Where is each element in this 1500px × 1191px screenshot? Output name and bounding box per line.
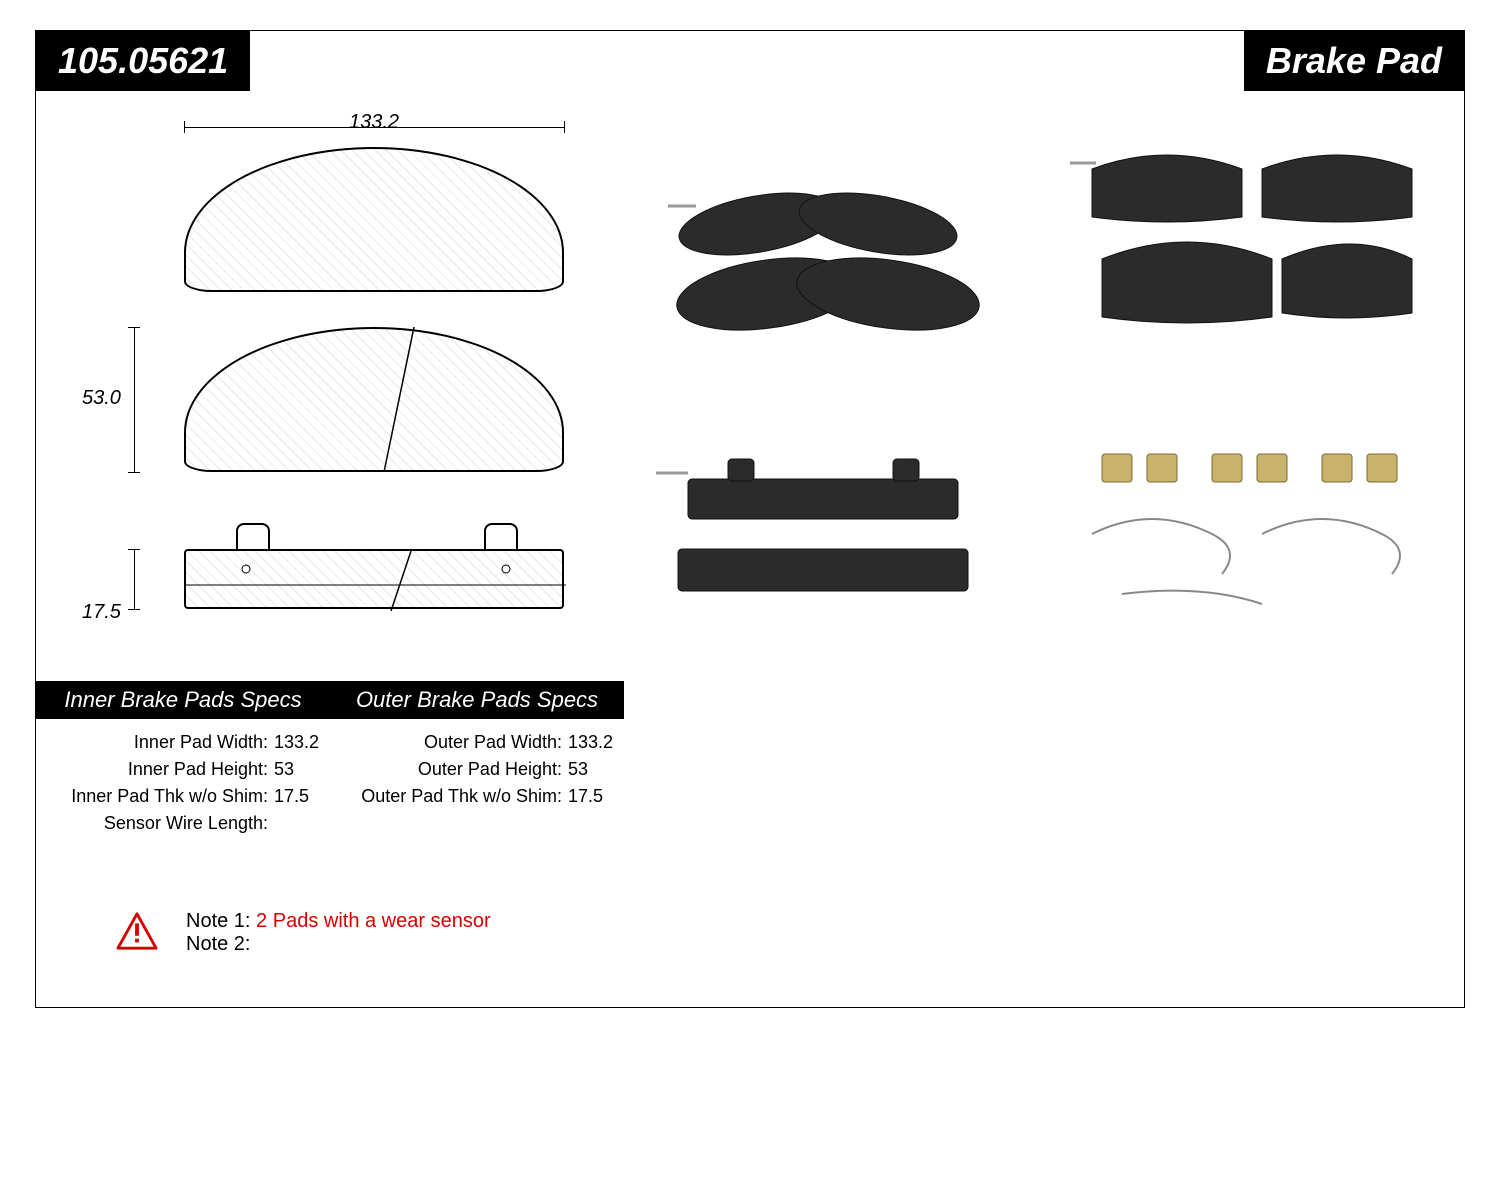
dim-line-height — [134, 327, 135, 472]
pad-outline-side — [184, 549, 564, 609]
spec-row: Inner Pad Thk w/o Shim: 17.5 — [36, 783, 330, 810]
note-lines: Note 1: 2 Pads with a wear sensor Note 2… — [186, 910, 491, 956]
spec-label: Outer Pad Height: — [330, 759, 568, 780]
product-photo-side — [616, 399, 1020, 659]
spec-row: Sensor Wire Length: — [36, 810, 330, 837]
outer-spec-col: Outer Pad Width: 133.2 Outer Pad Height:… — [330, 729, 624, 837]
inner-spec-col: Inner Pad Width: 133.2 Inner Pad Height:… — [36, 729, 330, 837]
dim-width-label: 133.2 — [349, 111, 399, 134]
spec-value: 53 — [274, 759, 330, 780]
spec-row: Inner Pad Width: 133.2 — [36, 729, 330, 756]
note-row: Note 2: — [186, 933, 491, 956]
note-row: Note 1: 2 Pads with a wear sensor — [186, 910, 491, 933]
spec-table: Inner Pad Width: 133.2 Inner Pad Height:… — [36, 729, 624, 837]
spec-value: 17.5 — [274, 786, 330, 807]
dim-tick — [128, 472, 140, 473]
dim-tick — [128, 327, 140, 328]
spec-header-bar: Inner Brake Pads Specs Outer Brake Pads … — [36, 681, 624, 719]
header-bar: 105.05621 Brake Pad — [36, 31, 1464, 91]
part-type: Brake Pad — [1244, 31, 1464, 91]
note1-label: Note 1: — [186, 910, 250, 932]
product-photo-angled — [616, 119, 1020, 379]
warning-icon — [116, 910, 158, 957]
spec-row: Outer Pad Height: 53 — [330, 756, 624, 783]
spec-value: 133.2 — [274, 732, 330, 753]
dim-tick — [128, 549, 140, 550]
notes-section: Note 1: 2 Pads with a wear sensor Note 2… — [116, 910, 491, 957]
product-photo-hardware — [1040, 399, 1444, 659]
outer-spec-header: Outer Brake Pads Specs — [330, 681, 624, 719]
part-number: 105.05621 — [36, 31, 250, 91]
break-line — [184, 327, 564, 472]
dim-tick — [564, 121, 565, 133]
dim-tick — [128, 609, 140, 610]
spec-row: Inner Pad Height: 53 — [36, 756, 330, 783]
note2-label: Note 2: — [186, 933, 250, 955]
dim-tick — [184, 121, 185, 133]
right-column — [596, 109, 1464, 837]
dim-height-label: 53.0 — [82, 387, 121, 410]
spec-value — [274, 813, 330, 834]
spec-label: Outer Pad Width: — [330, 732, 568, 753]
spec-sheet: 105.05621 Brake Pad 133.2 53.0 — [35, 30, 1465, 1008]
spec-label: Inner Pad Height: — [36, 759, 274, 780]
product-photo-flat — [1040, 119, 1444, 379]
dim-thk-label: 17.5 — [82, 601, 121, 624]
content-area: 133.2 53.0 — [36, 91, 1464, 837]
spec-label: Outer Pad Thk w/o Shim: — [330, 786, 568, 807]
left-column: 133.2 53.0 — [36, 109, 596, 837]
spec-row: Outer Pad Thk w/o Shim: 17.5 — [330, 783, 624, 810]
pad-outline-top — [184, 147, 564, 292]
spec-row: Outer Pad Width: 133.2 — [330, 729, 624, 756]
spec-label: Sensor Wire Length: — [36, 813, 274, 834]
technical-drawing: 133.2 53.0 — [64, 109, 584, 669]
spec-label: Inner Pad Width: — [36, 732, 274, 753]
dim-line-thk — [134, 549, 135, 609]
spec-label: Inner Pad Thk w/o Shim: — [36, 786, 274, 807]
note1-text: 2 Pads with a wear sensor — [256, 910, 491, 932]
inner-spec-header: Inner Brake Pads Specs — [36, 681, 330, 719]
photo-grid — [616, 119, 1444, 659]
